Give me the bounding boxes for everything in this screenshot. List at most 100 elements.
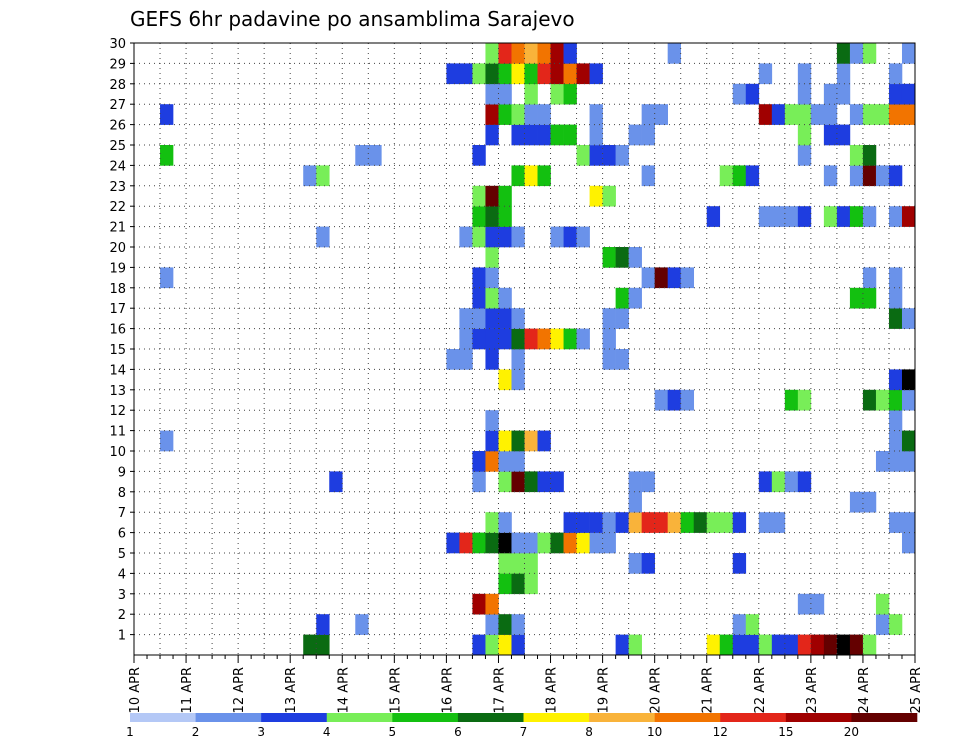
heat-cell bbox=[537, 430, 551, 452]
heat-cell bbox=[472, 185, 486, 207]
heat-cell bbox=[524, 573, 538, 595]
heat-cell bbox=[901, 512, 916, 533]
colorbar-label: 2 bbox=[192, 725, 200, 739]
heat-cell bbox=[368, 145, 382, 166]
heat-cell bbox=[732, 553, 747, 574]
heat-cell bbox=[875, 104, 890, 125]
heat-cell bbox=[485, 226, 499, 248]
heat-cell bbox=[472, 451, 486, 472]
heat-cell bbox=[511, 328, 525, 350]
heat-cell bbox=[849, 145, 864, 166]
heat-cell bbox=[316, 165, 330, 187]
heat-cell bbox=[498, 43, 512, 64]
y-tick-label: 17 bbox=[109, 302, 126, 317]
heat-cell bbox=[732, 512, 747, 533]
heat-cell bbox=[641, 165, 655, 187]
heat-cell bbox=[602, 512, 616, 533]
heat-cell bbox=[615, 247, 629, 268]
heat-cell bbox=[628, 287, 642, 309]
heat-cell bbox=[316, 614, 330, 635]
heat-cell bbox=[563, 328, 577, 350]
y-tick-label: 21 bbox=[109, 221, 126, 236]
heat-cell bbox=[706, 512, 721, 533]
heat-cell bbox=[498, 308, 512, 329]
heat-cell bbox=[472, 226, 486, 248]
heat-cell bbox=[719, 634, 734, 656]
heat-cell bbox=[485, 349, 499, 370]
heat-cell bbox=[784, 104, 799, 125]
y-tick-label: 14 bbox=[109, 363, 126, 378]
heat-cell bbox=[810, 634, 825, 656]
heat-cell bbox=[485, 614, 499, 635]
heat-cell bbox=[745, 83, 760, 105]
heat-cell bbox=[550, 328, 564, 350]
colorbar-swatch bbox=[195, 713, 262, 722]
heat-cell bbox=[745, 634, 760, 656]
colorbar-swatch bbox=[720, 713, 787, 722]
heat-cell bbox=[472, 471, 486, 493]
heat-cell bbox=[511, 226, 525, 248]
heat-cell bbox=[836, 124, 851, 146]
heat-cell bbox=[654, 267, 668, 289]
heat-cell bbox=[589, 512, 603, 533]
heat-cell bbox=[498, 83, 512, 105]
heat-cell bbox=[797, 206, 812, 227]
heat-cell bbox=[667, 267, 681, 289]
heat-cell bbox=[524, 430, 538, 452]
heat-cell bbox=[875, 593, 890, 615]
heat-cell bbox=[589, 104, 603, 125]
y-tick-label: 7 bbox=[118, 506, 126, 521]
heat-cell bbox=[459, 63, 473, 85]
heat-cell bbox=[511, 349, 525, 370]
heat-cell bbox=[472, 145, 486, 166]
heat-cell bbox=[524, 532, 538, 554]
colorbar-swatch bbox=[326, 713, 393, 722]
heat-cell bbox=[537, 532, 551, 554]
heat-cell bbox=[628, 553, 642, 574]
heat-cell bbox=[771, 104, 786, 125]
heat-cell bbox=[524, 83, 538, 105]
heat-cell bbox=[888, 369, 903, 391]
heat-cell bbox=[602, 145, 616, 166]
heat-cell bbox=[888, 430, 903, 452]
heat-cell bbox=[498, 512, 512, 533]
heat-cell bbox=[511, 532, 525, 554]
y-tick-label: 28 bbox=[109, 78, 126, 93]
heat-cell bbox=[498, 206, 512, 227]
heat-cell bbox=[875, 165, 890, 187]
y-tick-label: 24 bbox=[109, 159, 126, 174]
heat-cell bbox=[836, 83, 851, 105]
heat-cell bbox=[641, 267, 655, 289]
heat-cell bbox=[485, 185, 499, 207]
heat-cell bbox=[576, 145, 590, 166]
heat-cell bbox=[628, 471, 642, 493]
heat-cell bbox=[615, 308, 629, 329]
heat-cell bbox=[888, 104, 903, 125]
heat-cell bbox=[641, 512, 655, 533]
heat-cell bbox=[797, 83, 812, 105]
heat-cell bbox=[459, 226, 473, 248]
heat-cell bbox=[498, 63, 512, 85]
heat-cell bbox=[472, 308, 486, 329]
x-tick-label: 23 APR bbox=[805, 667, 820, 713]
heat-cell bbox=[888, 63, 903, 85]
heat-cell bbox=[524, 165, 538, 187]
heat-cell bbox=[524, 43, 538, 64]
heat-cell bbox=[316, 634, 330, 656]
x-tick-label: 22 APR bbox=[753, 667, 768, 713]
heat-cell bbox=[849, 104, 864, 125]
heat-cell bbox=[849, 165, 864, 187]
heat-cell bbox=[836, 634, 851, 656]
heat-cell bbox=[485, 451, 499, 472]
x-tick-label: 11 APR bbox=[180, 667, 195, 713]
heat-cell bbox=[797, 145, 812, 166]
heat-cell bbox=[823, 104, 838, 125]
heat-cell bbox=[823, 206, 838, 227]
heat-cell bbox=[550, 124, 564, 146]
colorbar-label: 7 bbox=[520, 725, 528, 739]
heat-cell bbox=[498, 185, 512, 207]
heat-cell bbox=[537, 471, 551, 493]
heat-cell bbox=[485, 206, 499, 227]
heat-cell bbox=[511, 614, 525, 635]
heat-cell bbox=[862, 206, 877, 227]
